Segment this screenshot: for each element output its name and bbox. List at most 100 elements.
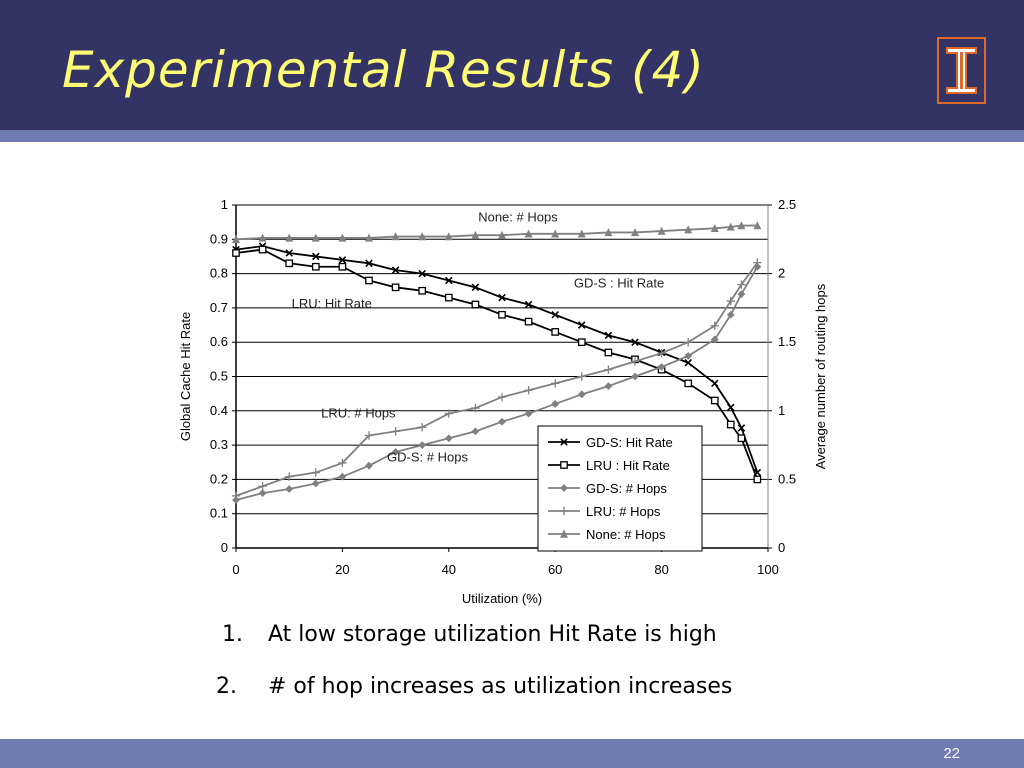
- data-point: [418, 441, 427, 450]
- block-i-icon: [946, 47, 977, 94]
- data-point: [444, 409, 453, 418]
- chart-annotation: LRU: Hit Rate: [292, 296, 372, 311]
- y-tick-label: 1: [221, 197, 228, 212]
- note-text: At low storage utilization Hit Rate is h…: [268, 622, 717, 647]
- data-point: [577, 338, 586, 347]
- data-point: [726, 420, 735, 429]
- data-point: [684, 225, 693, 234]
- y-tick-label: 0.8: [210, 266, 228, 281]
- y2-axis-label: Average number of routing hops: [813, 283, 828, 469]
- x-tick-label: 40: [442, 562, 456, 577]
- data-point: [604, 228, 613, 237]
- data-point: [551, 310, 559, 319]
- data-point: [365, 276, 373, 285]
- series-line-1: [235, 248, 759, 480]
- data-point: [524, 229, 533, 238]
- university-logo-icon: [937, 37, 986, 104]
- slide-header: Experimental Results (4): [0, 0, 1024, 142]
- data-point: [232, 249, 240, 257]
- data-point: [753, 258, 762, 267]
- data-point: [338, 262, 347, 271]
- y2-tick-label: 0.5: [778, 471, 796, 486]
- data-point: [444, 434, 453, 443]
- chart-annotation: LRU: # Hops: [321, 406, 396, 421]
- data-point: [551, 328, 560, 336]
- x-tick-label: 0: [232, 562, 239, 577]
- x-tick-label: 80: [654, 562, 668, 577]
- data-point: [524, 386, 533, 395]
- chart-annotation: GD-S: # Hops: [387, 450, 468, 465]
- data-point: [577, 229, 586, 238]
- data-point: [418, 232, 427, 241]
- data-point: [338, 472, 347, 481]
- y2-tick-label: 1.5: [778, 334, 796, 349]
- data-point: [391, 427, 400, 436]
- y2-tick-label: 2.5: [778, 197, 796, 212]
- x-tick-label: 100: [757, 562, 779, 577]
- data-point: [365, 259, 373, 268]
- data-point: [577, 390, 586, 399]
- data-point: [497, 230, 507, 239]
- y-tick-label: 0.5: [210, 369, 228, 384]
- data-point: [285, 472, 294, 481]
- data-point: [711, 379, 719, 388]
- legend-marker: [559, 529, 569, 538]
- data-point: [311, 262, 320, 271]
- data-point: [710, 396, 719, 405]
- data-point: [726, 296, 735, 306]
- data-point: [657, 348, 666, 358]
- data-point: [684, 359, 692, 367]
- hit-rate-hops-chart: 0 0.1 0.2 0.3 0.4 0.5 0.6 0.7 0.8 0.9 1 0 0.5 1 1.5 2 2.…: [178, 197, 828, 606]
- note-text: # of hop increases as utilization increa…: [268, 674, 733, 699]
- data-point: [311, 479, 320, 488]
- x-axis-label: Utilization (%): [462, 591, 542, 606]
- legend-label: None: # Hops: [586, 527, 666, 542]
- data-point: [418, 269, 426, 278]
- note-item: 2. # of hop increases as utilization incr…: [216, 674, 732, 699]
- y-tick-label: 0.3: [210, 437, 228, 452]
- x-tick-label: 20: [335, 562, 349, 577]
- data-point: [753, 475, 762, 484]
- y2-tick-label: 2: [778, 266, 785, 281]
- data-point: [684, 352, 693, 360]
- series-line-2: [235, 266, 759, 501]
- data-point: [285, 485, 294, 493]
- data-point: [524, 317, 533, 326]
- legend-label: GD-S: # Hops: [586, 481, 667, 496]
- data-point: [737, 290, 746, 299]
- data-point: [604, 382, 613, 391]
- legend-marker: [560, 461, 568, 469]
- y-tick-label: 0.4: [210, 403, 228, 418]
- data-point: [258, 482, 267, 491]
- note-item: 1. At low storage utilization Hit Rate is…: [222, 622, 717, 647]
- data-point: [285, 233, 294, 242]
- y-tick-label: 0.9: [210, 231, 228, 246]
- data-point: [498, 310, 506, 319]
- data-point: [285, 249, 293, 257]
- data-point: [726, 310, 735, 319]
- data-point: [604, 348, 613, 357]
- data-point: [710, 224, 719, 233]
- data-point: [311, 468, 320, 477]
- y2-tick-label: 0: [778, 540, 785, 555]
- data-point: [231, 491, 241, 501]
- data-point: [604, 331, 613, 340]
- data-point: [631, 338, 639, 346]
- y-tick-label: 0.1: [210, 506, 228, 521]
- data-point: [578, 321, 586, 329]
- data-point: [231, 234, 241, 243]
- data-point: [391, 448, 400, 456]
- data-point: [391, 283, 400, 292]
- data-point: [258, 489, 267, 498]
- series-line-4: [235, 224, 758, 241]
- data-point: [445, 276, 453, 285]
- data-point: [551, 400, 560, 408]
- y-tick-label: 0.7: [210, 300, 228, 315]
- data-point: [498, 293, 506, 302]
- data-point: [737, 221, 746, 230]
- data-point: [497, 392, 507, 402]
- data-point: [338, 458, 347, 468]
- data-point: [577, 372, 586, 381]
- data-point: [258, 245, 267, 254]
- data-point: [631, 372, 639, 381]
